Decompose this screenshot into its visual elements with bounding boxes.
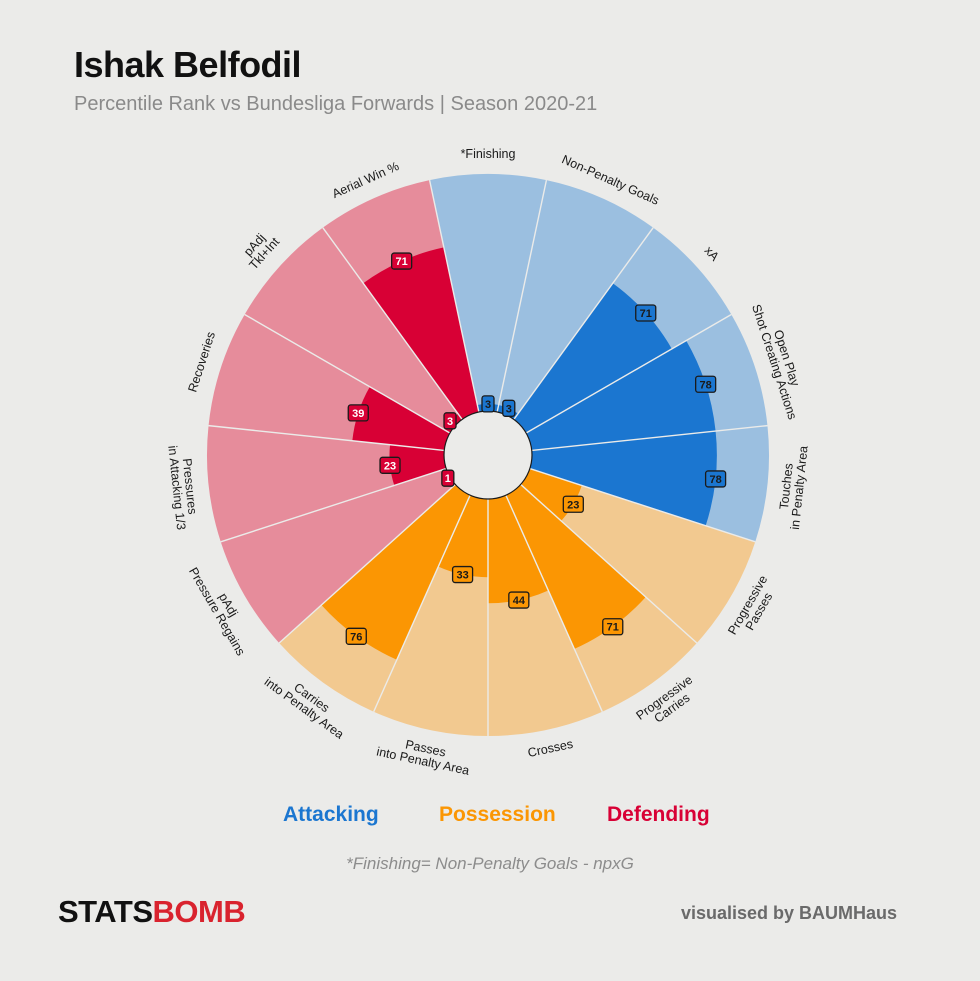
- wedge-value: [505, 484, 646, 649]
- value-badge: [379, 456, 401, 474]
- wedge-background: [220, 468, 456, 644]
- wedge-value: [513, 283, 672, 433]
- legend-possession: Possession: [439, 803, 556, 826]
- value-label: 71: [396, 256, 408, 268]
- value-label: 3: [485, 399, 491, 411]
- wedge-value: [526, 340, 716, 451]
- value-label: 1: [445, 473, 451, 485]
- value-badge: [562, 495, 584, 513]
- value-badge: [481, 395, 495, 413]
- value-label: 39: [352, 408, 364, 420]
- legend-attacking: Attacking: [283, 803, 379, 826]
- brand-stats: STATS: [58, 894, 153, 929]
- category-label-line: Pressures: [180, 458, 200, 515]
- divider-line: [505, 494, 603, 712]
- value-label: 44: [513, 595, 526, 607]
- category-label-line: Recoveries: [185, 330, 218, 394]
- category-label-line: xA: [702, 243, 723, 264]
- legend-defending: Defending: [607, 803, 710, 826]
- divider-line: [208, 424, 445, 452]
- wedge-background: [429, 173, 547, 412]
- value-badge: [502, 399, 516, 417]
- center-hub: [443, 410, 533, 500]
- value-label: 3: [447, 416, 453, 428]
- value-badge: [441, 469, 455, 487]
- value-badge: [602, 618, 624, 636]
- divider-line: [531, 424, 768, 452]
- divider-line: [278, 483, 456, 644]
- divider-line: [428, 179, 480, 413]
- divider-line: [220, 467, 447, 543]
- divider-lines: [208, 179, 768, 736]
- value-badge: [345, 627, 367, 645]
- divider-line: [525, 313, 732, 434]
- divider-line: [244, 313, 451, 434]
- wedge-value: [352, 386, 450, 451]
- brand-bomb: BOMB: [152, 894, 246, 929]
- category-label: Recoveries: [185, 330, 218, 394]
- divider-line: [496, 179, 548, 413]
- value-label: 71: [640, 308, 652, 320]
- category-label-line: Crosses: [526, 737, 574, 760]
- category-label-line: in Penalty Area: [788, 445, 811, 530]
- divider-line: [520, 483, 698, 644]
- category-label: *Finishing: [461, 147, 516, 161]
- divider-line: [529, 467, 756, 543]
- value-badge: [508, 591, 530, 609]
- value-label: 3: [506, 403, 512, 415]
- divider-line: [322, 227, 463, 420]
- divider-line: [513, 227, 654, 420]
- value-label: 23: [567, 499, 579, 511]
- value-label: 76: [350, 631, 362, 643]
- value-label: 33: [456, 570, 468, 582]
- page-title: Ishak Belfodil: [74, 44, 302, 85]
- divider-line: [373, 494, 471, 712]
- value-badge: [391, 252, 413, 270]
- category-label-line: Touches: [777, 462, 796, 510]
- value-badge: [451, 565, 474, 584]
- wedge-value: [363, 247, 479, 420]
- wedge-value: [529, 431, 717, 526]
- category-label: xA: [702, 243, 723, 264]
- value-label: 78: [700, 379, 712, 391]
- page-subtitle: Percentile Rank vs Bundesliga Forwards |…: [74, 93, 598, 115]
- wedge-background: [207, 425, 447, 542]
- wedge-background: [244, 227, 463, 433]
- wedge-value: [321, 484, 471, 660]
- value-badge: [347, 404, 369, 422]
- value-label: 71: [607, 622, 619, 634]
- wedge-value: [438, 495, 488, 578]
- statsbomb-logo: STATSBOMB: [58, 894, 246, 930]
- credit-text: visualised by BAUMHaus: [681, 903, 898, 923]
- value-badge: [695, 375, 717, 393]
- category-label: Crosses: [526, 737, 574, 760]
- wedge-value: [389, 444, 447, 486]
- footnote: *Finishing= Non-Penalty Goals - npxG: [346, 854, 634, 873]
- wedge-background: [497, 180, 654, 420]
- wedge-value: [488, 495, 549, 604]
- value-label: 78: [709, 474, 721, 486]
- category-label-line: *Finishing: [461, 147, 516, 161]
- value-badge: [443, 412, 457, 430]
- value-badge: [635, 304, 657, 322]
- value-badge: [704, 470, 727, 488]
- value-label: 23: [384, 460, 396, 472]
